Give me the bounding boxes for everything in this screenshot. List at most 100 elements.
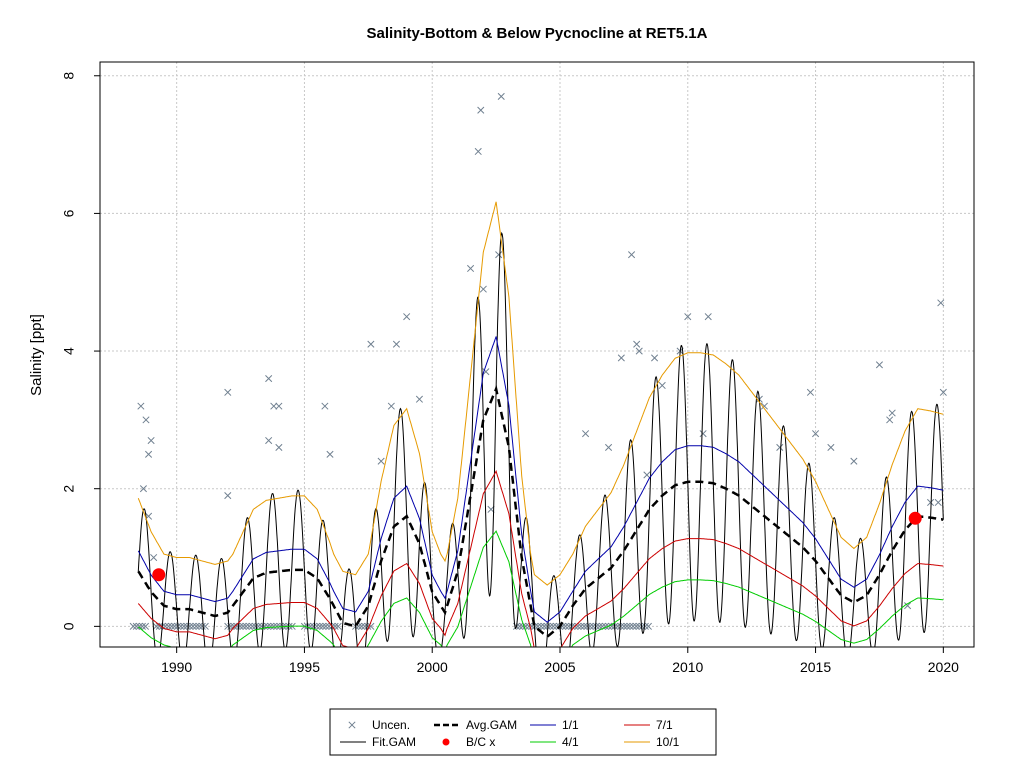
plot-frame	[99, 61, 975, 648]
series-layer	[129, 92, 947, 647]
censored-point	[358, 622, 366, 630]
bc-point	[908, 511, 922, 525]
legend-label: 7/1	[656, 718, 673, 732]
observation-point	[806, 388, 814, 396]
legend-item: Fit.GAM	[340, 735, 416, 749]
observation-point	[704, 313, 712, 321]
censored-point	[644, 622, 652, 630]
observation-point	[497, 92, 505, 100]
season-line-4-1	[137, 530, 944, 647]
y-tick-label: 4	[61, 347, 77, 355]
observation-point	[270, 402, 278, 410]
legend-label: Avg.GAM	[466, 718, 517, 732]
legend-label: 4/1	[562, 735, 579, 749]
censored-point	[177, 622, 185, 630]
observation-point	[850, 457, 858, 465]
x-tick-label: 2005	[544, 659, 575, 675]
legend-marker	[348, 721, 356, 729]
observation-point	[886, 416, 894, 424]
observation-point	[939, 388, 947, 396]
fit-gam-line	[137, 231, 944, 647]
y-axis-label: Salinity [ppt]	[28, 314, 45, 396]
censored-point	[632, 622, 640, 630]
observation-point	[582, 430, 590, 438]
censored-point	[626, 622, 634, 630]
censored-point	[183, 622, 191, 630]
observation-point	[137, 402, 145, 410]
observation-point	[617, 354, 625, 362]
axes: 1990 1995 2000 2005 2010 2015 2020 0 2 4 6 8	[61, 72, 959, 675]
censored-point	[236, 622, 244, 630]
censored-point	[270, 622, 278, 630]
legend-item: 7/1	[624, 718, 673, 732]
censored-point	[562, 622, 570, 630]
observation-point	[635, 347, 643, 355]
observation-point	[495, 251, 503, 259]
censored-point	[195, 622, 203, 630]
observation-point	[224, 492, 232, 500]
observation-point	[474, 147, 482, 156]
observation-point	[934, 498, 942, 507]
censored-point	[577, 622, 585, 630]
legend-item: B/C x	[442, 735, 495, 749]
censored-point	[245, 622, 253, 630]
censored-point	[617, 622, 625, 630]
legend-box	[329, 708, 717, 756]
censored-point	[273, 622, 281, 630]
observation-point	[937, 299, 945, 307]
censored-point	[198, 622, 206, 630]
observation-point	[904, 602, 912, 610]
censored-point	[230, 622, 238, 630]
legend-label: Fit.GAM	[372, 735, 416, 749]
observation-point	[387, 402, 395, 410]
observation-point	[827, 443, 835, 451]
censored-point	[322, 622, 330, 630]
season-line-7-1	[137, 469, 944, 647]
y-tick-label: 8	[61, 72, 77, 80]
observation-point	[265, 436, 273, 445]
x-tick-label: 2010	[672, 659, 703, 675]
observation-point	[367, 340, 375, 348]
y-tick-label: 6	[61, 209, 77, 217]
censored-point	[595, 622, 603, 630]
observation-point	[139, 485, 147, 493]
censored-point	[267, 622, 275, 630]
censored-point	[171, 622, 179, 630]
avg-gam-line	[137, 384, 944, 639]
censored-point	[334, 622, 342, 630]
legend-item: Uncen.	[348, 718, 410, 732]
observation-point	[326, 450, 334, 458]
x-tick-label: 2000	[417, 659, 448, 675]
censored-point	[319, 622, 327, 630]
x-tick-label: 1990	[161, 659, 192, 675]
censored-point	[189, 622, 197, 630]
censored-point	[641, 622, 649, 630]
observation-point	[658, 381, 666, 390]
legend-label: Uncen.	[372, 718, 410, 732]
observation-point	[812, 430, 820, 438]
censored-point	[331, 622, 339, 630]
censored-point	[574, 622, 582, 630]
observation-point	[321, 402, 329, 410]
censored-point	[583, 622, 591, 630]
observation-point	[760, 402, 768, 410]
observation-point	[477, 106, 485, 114]
censored-point	[129, 622, 137, 630]
legend-item: 10/1	[624, 735, 680, 749]
observation-point	[888, 409, 896, 417]
censored-point	[316, 622, 324, 630]
censored-point	[543, 622, 551, 630]
observation-point	[467, 264, 475, 273]
censored-point	[164, 622, 173, 630]
censored-point	[224, 622, 232, 630]
legend-label: B/C x	[466, 735, 495, 749]
x-tick-label: 2020	[928, 659, 959, 675]
legend: Uncen. Fit.GAM Avg.GAM B/C x 1/1 4/1 7/1 10/1	[329, 708, 717, 756]
observation-point	[927, 498, 935, 507]
censored-point	[534, 622, 542, 630]
observation-point	[392, 340, 400, 348]
observation-point	[633, 340, 641, 348]
observation-point	[776, 443, 784, 451]
censored-point	[239, 622, 247, 630]
